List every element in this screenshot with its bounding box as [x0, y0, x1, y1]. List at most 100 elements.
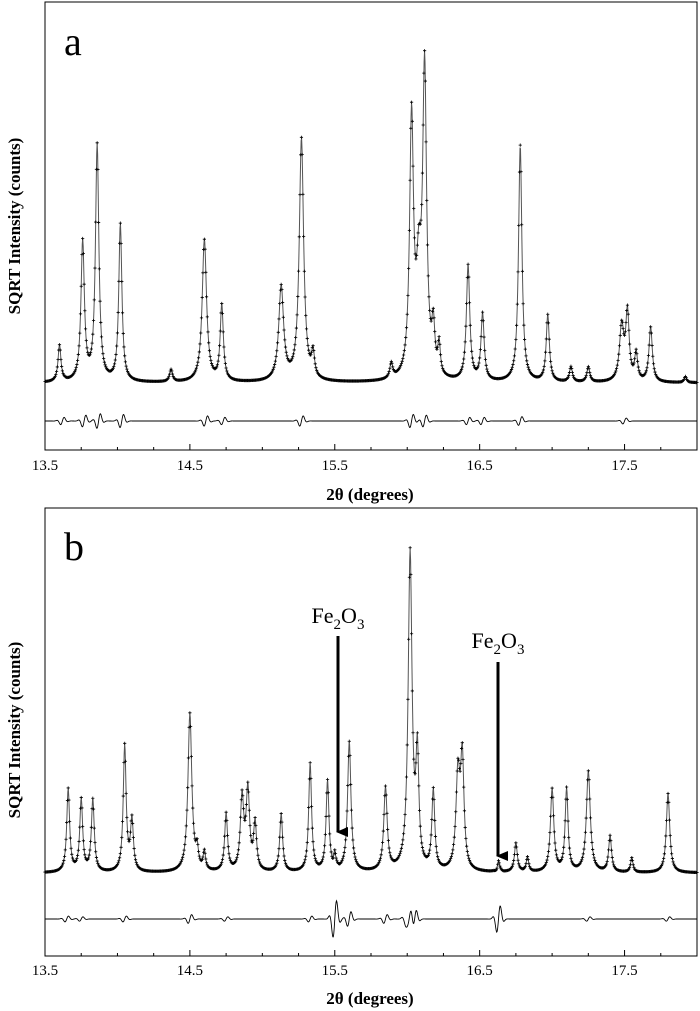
observed-point	[419, 218, 423, 222]
observed-point	[579, 860, 583, 864]
observed-point	[200, 295, 204, 300]
observed-point	[669, 844, 673, 849]
observed-point	[587, 778, 591, 782]
observed-point	[482, 335, 486, 339]
observed-point	[276, 854, 280, 858]
observed-point	[125, 830, 130, 834]
observed-point	[421, 123, 425, 127]
observed-point	[354, 858, 358, 862]
observed-point	[571, 373, 575, 378]
observed-point	[513, 347, 517, 351]
observed-point	[278, 302, 282, 306]
observed-point	[565, 797, 569, 801]
calculated-profile-a	[44, 50, 698, 384]
observed-point	[215, 365, 219, 369]
observed-point	[84, 338, 88, 343]
observed-point	[464, 837, 468, 841]
observed-point	[228, 856, 232, 860]
observed-point	[312, 848, 316, 852]
observed-point	[344, 838, 348, 842]
observed-point	[192, 831, 196, 835]
observed-point	[412, 757, 416, 761]
observed-point	[524, 354, 528, 358]
observed-point	[353, 855, 357, 859]
observed-point	[629, 357, 633, 362]
observed-point	[515, 323, 519, 327]
observed-point	[121, 331, 125, 336]
observed-point	[466, 262, 470, 266]
observed-point	[112, 362, 117, 366]
observed-point	[279, 811, 283, 816]
observed-point	[546, 312, 550, 316]
observed-point	[636, 359, 640, 363]
observed-point	[570, 859, 574, 863]
observed-point	[67, 798, 71, 802]
observed-point	[294, 336, 298, 340]
observed-point	[545, 858, 549, 862]
observed-point	[83, 309, 87, 313]
observed-point	[672, 862, 676, 866]
observed-point	[407, 228, 411, 232]
observed-point	[91, 807, 96, 811]
observed-point	[459, 746, 464, 751]
observed-point	[248, 824, 252, 828]
observed-point	[605, 859, 609, 863]
observed-point	[257, 857, 261, 861]
observed-point	[76, 358, 80, 362]
observed-point	[239, 798, 243, 802]
observed-point	[345, 809, 349, 813]
observed-point	[388, 366, 392, 370]
observed-point	[298, 193, 302, 197]
observed-point	[310, 805, 314, 809]
observed-points-b	[43, 546, 699, 875]
observed-point	[333, 848, 337, 852]
observed-point	[614, 369, 618, 373]
observed-point	[277, 317, 281, 321]
observed-point	[184, 824, 188, 828]
observed-point	[193, 370, 197, 374]
observed-point	[452, 835, 456, 839]
observed-point	[74, 858, 78, 863]
plot-area-b	[44, 507, 698, 957]
observed-point	[283, 345, 288, 349]
observed-point	[201, 271, 205, 275]
observed-point	[661, 860, 665, 864]
observed-point	[217, 344, 222, 348]
observed-point	[116, 310, 120, 315]
observed-point	[467, 858, 472, 862]
observed-point	[240, 788, 244, 792]
observed-point	[560, 855, 564, 859]
observed-point	[281, 835, 285, 839]
observed-point	[546, 849, 551, 854]
observed-point	[120, 279, 124, 284]
observed-point	[226, 845, 230, 849]
observed-point	[70, 852, 74, 856]
observed-point	[609, 848, 614, 852]
observed-point	[613, 371, 617, 375]
observed-point	[57, 343, 62, 347]
observed-point	[485, 367, 489, 371]
observed-point	[405, 743, 409, 747]
observed-point	[416, 231, 420, 235]
observed-point	[128, 830, 133, 834]
observed-point	[514, 337, 518, 341]
observed-point	[407, 575, 411, 579]
observed-point	[132, 846, 136, 851]
observed-point	[405, 312, 409, 316]
observed-point	[552, 830, 556, 834]
observed-point	[637, 369, 641, 373]
observed-point	[387, 846, 391, 850]
observed-point	[636, 365, 640, 369]
observed-point	[344, 826, 348, 831]
observed-point	[92, 298, 96, 302]
observed-point	[99, 320, 103, 325]
observed-point	[191, 821, 196, 825]
observed-point	[425, 198, 429, 203]
observed-point	[93, 266, 97, 270]
observed-point	[428, 842, 432, 847]
observed-point	[256, 853, 260, 857]
observed-point	[310, 826, 314, 830]
observed-point	[273, 359, 277, 363]
observed-point	[281, 315, 285, 319]
observed-point	[436, 339, 440, 343]
